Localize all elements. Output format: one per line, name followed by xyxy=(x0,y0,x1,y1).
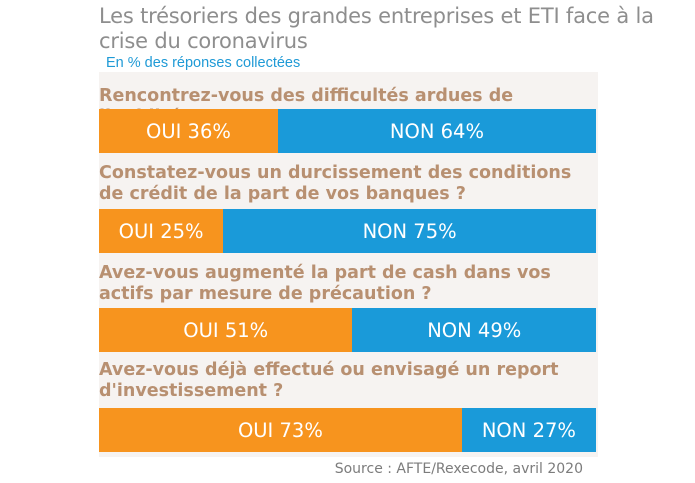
bar-4-non: NON 27% xyxy=(461,408,596,452)
bar-3: OUI 51% NON 49% xyxy=(99,308,596,352)
bar-1-oui: OUI 36% xyxy=(99,109,278,153)
question-3: Avez-vous augmenté la part de cash dans … xyxy=(99,263,551,304)
bar-3-oui: OUI 51% xyxy=(99,308,353,352)
bar-1: OUI 36% NON 64% xyxy=(99,109,596,153)
bar-1-non: NON 64% xyxy=(277,109,596,153)
chart-title: Les trésoriers des grandes entreprises e… xyxy=(99,4,654,53)
bar-2: OUI 25% NON 75% xyxy=(99,209,596,253)
source-note: Source : AFTE/Rexecode, avril 2020 xyxy=(334,461,583,477)
chart-subtitle: En % des réponses collectées xyxy=(106,55,301,71)
bar-4: OUI 73% NON 27% xyxy=(99,408,596,452)
bar-3-non: NON 49% xyxy=(352,308,596,352)
bar-2-non: NON 75% xyxy=(223,209,596,253)
bar-4-oui: OUI 73% xyxy=(99,408,462,452)
question-4: Avez-vous déjà effectué ou envisagé un r… xyxy=(99,360,559,401)
question-2: Constatez-vous un durcissement des condi… xyxy=(99,163,572,204)
bar-2-oui: OUI 25% xyxy=(99,209,224,253)
